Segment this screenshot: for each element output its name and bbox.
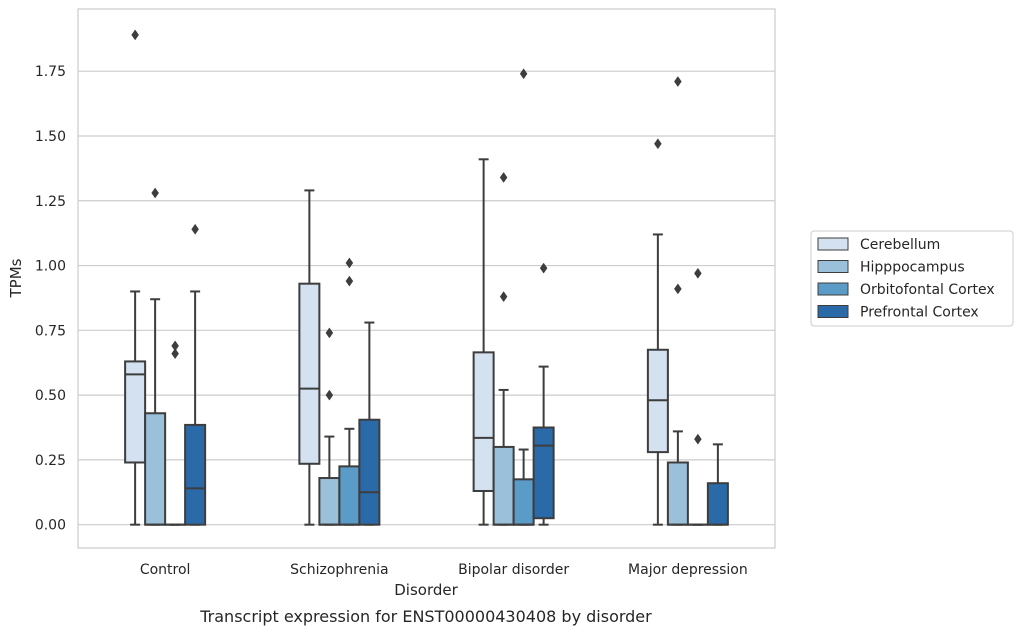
x-tick-label: Control [140, 562, 191, 578]
box-group [164, 340, 187, 526]
outlier-point [151, 187, 159, 199]
outlier-point [694, 267, 702, 279]
y-tick-labels: 0.00 0.25 0.50 0.75 1.00 1.25 1.50 1.75 [35, 64, 66, 533]
box [706, 482, 729, 526]
x-tick-label: Bipolar disorder [458, 562, 569, 578]
box [318, 477, 341, 526]
legend-swatch [817, 305, 849, 318]
box-group [124, 29, 147, 526]
x-axis-label: Disorder [394, 581, 458, 599]
legend-swatch [817, 260, 849, 273]
box-group [358, 321, 381, 526]
box [512, 478, 535, 526]
outlier-point [499, 291, 508, 303]
box [472, 351, 495, 492]
legend-item: Hipppocampus [817, 260, 965, 276]
box [338, 465, 361, 526]
box-group [666, 76, 689, 526]
y-tick-label: 1.50 [35, 129, 66, 145]
y-tick-label: 1.75 [35, 64, 66, 80]
plot-frame [77, 8, 776, 549]
outlier-point [131, 29, 139, 41]
outlier-point [539, 262, 548, 274]
outlier-point [325, 327, 334, 339]
box [124, 360, 147, 464]
legend-label: Prefrontal Cortex [860, 305, 979, 321]
box-group [686, 267, 709, 526]
box [358, 418, 381, 526]
y-tick-label: 1.25 [35, 194, 66, 210]
legend-swatch [817, 237, 849, 251]
outlier-point [345, 257, 354, 269]
y-tick-label: 0.25 [35, 453, 66, 469]
legend-frame [810, 230, 1014, 327]
outlier-point [325, 389, 334, 401]
legend-item: Cerebellum [817, 237, 940, 253]
legend-item: Orbitofontal Cortex [817, 282, 995, 298]
box [144, 412, 167, 526]
y-tick-label: 0.50 [35, 388, 66, 404]
series-prefrontal-cortex [184, 223, 729, 526]
box-group [532, 262, 555, 526]
box-group [472, 158, 495, 526]
legend-label: Hipppocampus [860, 260, 965, 276]
outlier-point [345, 275, 354, 287]
y-tick-label: 0.75 [35, 323, 66, 339]
legend-item: Prefrontal Cortex [817, 305, 979, 321]
legend-label: Orbitofontal Cortex [860, 282, 995, 298]
legend-swatch [817, 282, 849, 296]
box [492, 445, 515, 526]
box [184, 423, 207, 526]
box-group [184, 223, 207, 526]
box-group [706, 443, 729, 526]
series-orbitofontal-cortex [164, 68, 709, 526]
box [666, 461, 689, 526]
outlier-point [171, 340, 179, 352]
outlier-point [191, 223, 199, 235]
outlier-point [171, 348, 179, 360]
box-group [492, 172, 515, 526]
box-series [124, 29, 729, 526]
box [298, 282, 321, 465]
outlier-point [674, 283, 682, 295]
outlier-point [499, 172, 508, 183]
chart-caption: Transcript expression for ENST0000043040… [199, 607, 652, 626]
box [532, 426, 555, 520]
legend: Cerebellum Hipppocampus Orbitofontal Corte… [810, 230, 1014, 327]
x-tick-label: Schizophrenia [290, 562, 388, 578]
x-tick-label: Major depression [628, 562, 748, 578]
outlier-point [519, 68, 528, 80]
series-hipppocampus [144, 76, 689, 526]
series-cerebellum [124, 29, 669, 526]
y-tick-label: 1.00 [35, 259, 66, 275]
y-axis-label: TPMs [7, 258, 25, 298]
legend-label: Cerebellum [860, 237, 940, 253]
y-tick-label: 0.00 [35, 518, 66, 534]
outlier-point [654, 138, 662, 150]
box-group [298, 189, 321, 526]
outlier-point [694, 433, 702, 445]
box-group [144, 187, 167, 526]
x-tick-labels: Control Schizophrenia Bipolar disorder Majo… [140, 562, 748, 578]
box-group [646, 138, 669, 526]
outlier-point [674, 76, 682, 87]
